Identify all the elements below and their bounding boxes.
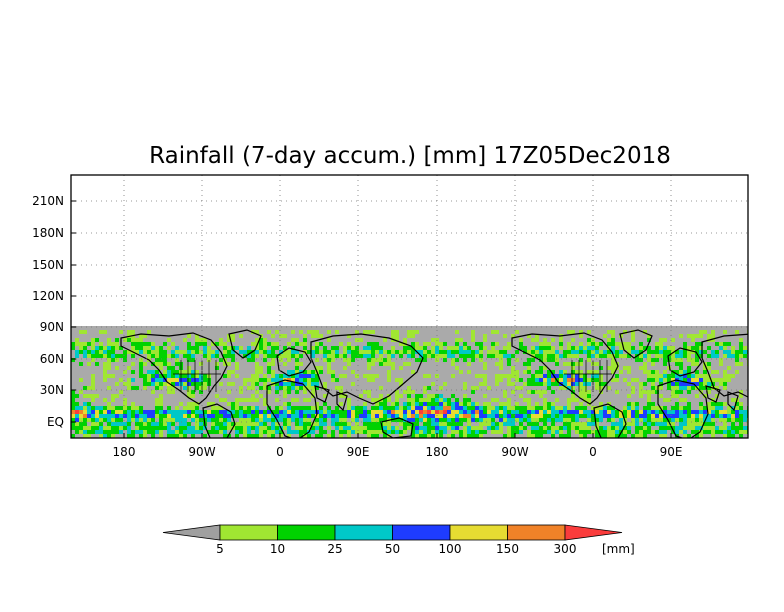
coastlines bbox=[120, 329, 748, 438]
colorbar-segment bbox=[392, 524, 451, 541]
lon-tick-label: 0 bbox=[276, 445, 284, 459]
lat-tick-label: 180N bbox=[32, 226, 64, 240]
latitude-axis: 210N 180N 150N 120N 90N 60N 30N EQ bbox=[32, 194, 76, 429]
lon-tick-label: 90W bbox=[188, 445, 215, 459]
lon-tick-label: 90E bbox=[660, 445, 683, 459]
colorbar-tick-label: 150 bbox=[496, 542, 519, 556]
lon-tick-label: 180 bbox=[113, 445, 136, 459]
colorbar-labels: 5 10 25 50 100 150 300 bbox=[216, 542, 576, 556]
colorbar-segment bbox=[334, 524, 393, 541]
lat-tick-label: 30N bbox=[40, 383, 64, 397]
lat-tick-label: EQ bbox=[47, 415, 64, 429]
colorbar-tick-label: 10 bbox=[270, 542, 285, 556]
colorbar bbox=[162, 524, 623, 541]
lon-tick-label: 90E bbox=[347, 445, 370, 459]
map-title: Rainfall (7-day accum.) [mm] 17Z05Dec201… bbox=[149, 143, 671, 169]
colorbar-segment bbox=[277, 524, 336, 541]
lat-tick-label: 210N bbox=[32, 194, 64, 208]
colorbar-segment bbox=[219, 524, 278, 541]
map-frame bbox=[70, 174, 749, 439]
colorbar-tick-label: 25 bbox=[327, 542, 342, 556]
lat-tick-label: 90N bbox=[40, 320, 64, 334]
lat-tick-label: 150N bbox=[32, 258, 64, 272]
lat-tick-label: 60N bbox=[40, 352, 64, 366]
colorbar-unit: [mm] bbox=[602, 542, 635, 556]
colorbar-tick-label: 100 bbox=[439, 542, 462, 556]
rainfall-cells bbox=[71, 330, 748, 438]
lon-tick-label: 180 bbox=[426, 445, 449, 459]
colorbar-segment bbox=[449, 524, 508, 541]
colorbar-low-arrow bbox=[162, 524, 221, 541]
colorbar-segment bbox=[507, 524, 566, 541]
lon-tick-label: 90W bbox=[501, 445, 528, 459]
longitude-axis: 180 90W 0 90E 180 90W 0 90E bbox=[113, 433, 683, 459]
lat-tick-label: 120N bbox=[32, 289, 64, 303]
lon-tick-label: 0 bbox=[589, 445, 597, 459]
colorbar-tick-label: 5 bbox=[216, 542, 224, 556]
colorbar-tick-label: 300 bbox=[554, 542, 577, 556]
colorbar-high-arrow bbox=[564, 524, 623, 541]
colorbar-tick-label: 50 bbox=[385, 542, 400, 556]
